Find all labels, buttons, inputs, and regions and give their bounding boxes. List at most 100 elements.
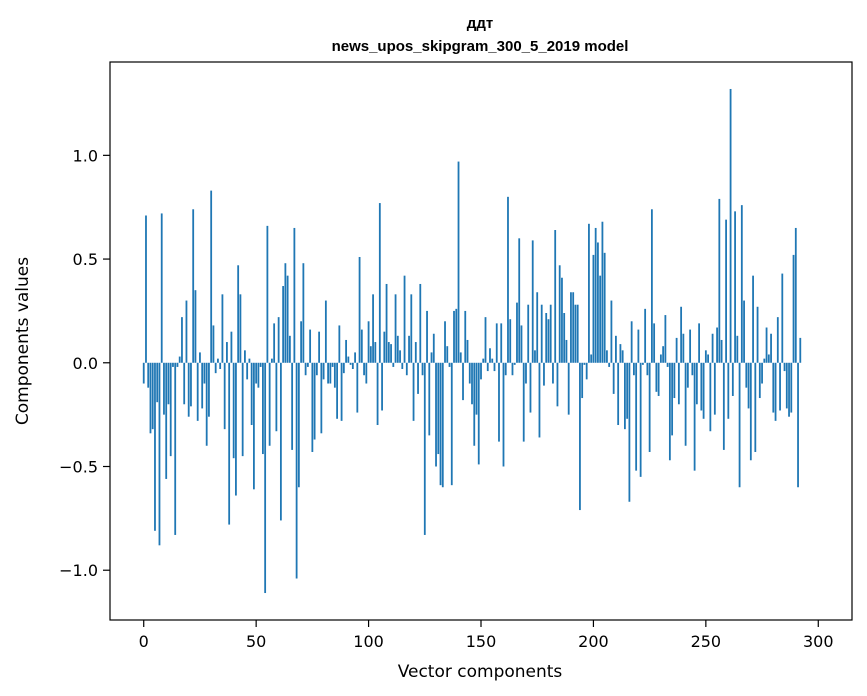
bar — [145, 215, 147, 363]
bar — [617, 362, 620, 426]
bar — [767, 354, 770, 363]
bar — [655, 362, 658, 392]
bar — [444, 321, 446, 363]
bar — [149, 362, 152, 434]
bar — [668, 362, 671, 461]
bar — [288, 335, 291, 363]
x-tick-label: 0 — [139, 632, 149, 651]
bar — [167, 362, 170, 405]
bar — [509, 319, 512, 363]
bar — [381, 362, 383, 411]
bar — [338, 325, 341, 363]
bar — [212, 325, 215, 363]
bar — [785, 362, 788, 409]
bar — [621, 350, 624, 363]
bar — [437, 362, 440, 455]
bar — [758, 362, 761, 399]
bar — [412, 362, 415, 421]
bar — [662, 346, 665, 363]
x-axis-ticks: 0 50 100 150 200 250 300 — [139, 620, 834, 651]
bar — [462, 362, 464, 401]
bar — [513, 362, 516, 365]
bar — [365, 362, 368, 384]
bar — [203, 362, 206, 384]
bar — [257, 362, 260, 388]
bar — [507, 196, 509, 363]
bar — [491, 358, 494, 363]
bar — [650, 209, 653, 363]
bar — [781, 273, 784, 363]
bar — [722, 362, 725, 450]
bar — [635, 362, 638, 471]
bar — [286, 275, 289, 363]
bar — [599, 275, 602, 363]
bar — [765, 327, 768, 363]
bar — [255, 362, 258, 384]
bar — [322, 362, 325, 380]
bar — [585, 362, 588, 380]
bar — [147, 362, 150, 388]
bar — [468, 362, 471, 384]
bar — [176, 362, 179, 367]
bar — [788, 362, 790, 417]
bar — [727, 362, 730, 419]
bar — [502, 362, 505, 467]
bar — [336, 362, 338, 419]
bar — [486, 362, 489, 372]
bar — [700, 362, 703, 411]
bar — [554, 230, 557, 363]
bar — [232, 362, 235, 459]
bar — [356, 362, 359, 413]
bar — [558, 265, 561, 363]
y-tick-label: 0.0 — [73, 354, 98, 373]
bar — [583, 362, 586, 365]
bar — [235, 362, 237, 496]
bar — [219, 362, 222, 369]
bar — [763, 358, 766, 363]
bar — [772, 362, 775, 413]
bar — [731, 362, 734, 396]
bar — [383, 331, 386, 363]
bar — [592, 254, 595, 363]
bar — [327, 362, 329, 384]
bar — [154, 362, 156, 531]
bar — [259, 362, 262, 367]
plot-area-frame — [109, 61, 853, 621]
bar — [268, 362, 271, 446]
y-axis-label: Components values — [13, 257, 33, 425]
bar — [423, 362, 426, 535]
bar — [432, 333, 435, 363]
bar — [293, 227, 296, 363]
bar — [698, 323, 700, 363]
bar — [453, 310, 455, 363]
bar — [641, 362, 644, 365]
bar — [244, 350, 246, 363]
bar — [729, 88, 732, 363]
y-axis-ticks: −1.0 −0.5 0.0 0.5 1.0 — [59, 146, 110, 580]
bar — [689, 329, 692, 363]
x-tick-label: 200 — [578, 632, 609, 651]
bar — [396, 335, 399, 363]
bar — [196, 362, 199, 421]
bar — [221, 294, 224, 363]
bar — [527, 304, 530, 363]
bar — [358, 256, 361, 363]
bar — [518, 238, 521, 363]
bar — [664, 315, 667, 363]
y-tick-label: 0.5 — [73, 250, 98, 269]
bar — [190, 362, 192, 407]
bar — [217, 358, 219, 363]
bar — [441, 362, 444, 488]
bar — [253, 362, 255, 490]
bar — [369, 346, 372, 363]
bar — [659, 354, 662, 363]
bar — [552, 362, 554, 384]
bar — [657, 362, 660, 396]
bar — [306, 362, 309, 367]
bar — [543, 362, 545, 386]
bar — [226, 342, 228, 363]
bar — [718, 198, 721, 363]
bar — [556, 362, 559, 407]
bar — [199, 352, 201, 363]
bar — [504, 362, 507, 376]
